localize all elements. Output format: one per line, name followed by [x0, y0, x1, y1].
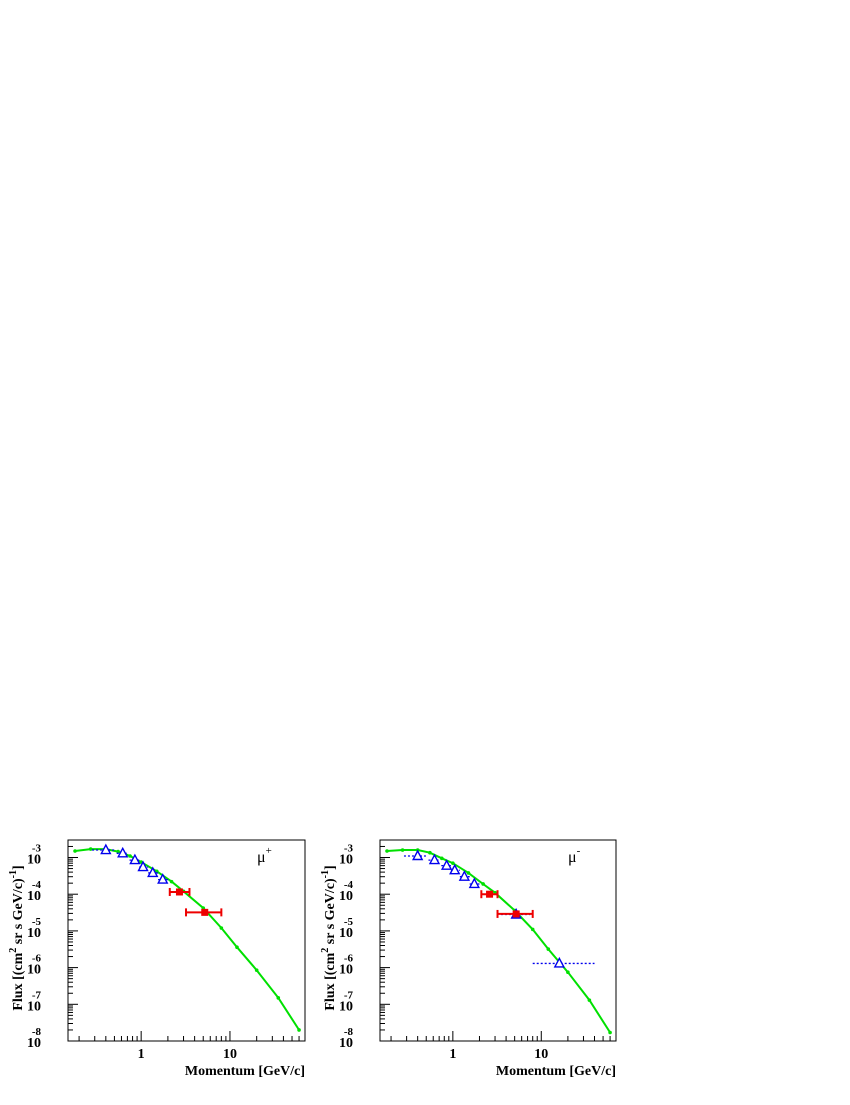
square-data-point [486, 890, 494, 898]
y-tick-exponent: -4 [32, 879, 42, 891]
x-axis-title: Momentum [GeV/c] [185, 1064, 305, 1079]
triangle-data-point [553, 956, 565, 968]
y-axis-title-part: ] [11, 865, 26, 870]
model-curve-point [235, 945, 239, 949]
model-curve-point [297, 1028, 301, 1032]
x-tick-label: 1 [449, 1047, 456, 1062]
triangle-data-point [428, 853, 441, 865]
x-axis-title: Momentum [GeV/c] [496, 1064, 616, 1079]
model-curve-point [154, 869, 159, 874]
model-curve-point [385, 849, 389, 853]
y-tick-base: 10 [339, 963, 353, 978]
x-tick-label: 10 [223, 1047, 237, 1062]
x-tick-label: 10 [534, 1047, 548, 1062]
model-curve-point [254, 968, 259, 972]
y-tick-exponent: -5 [344, 916, 354, 928]
particle-symbol: μ [568, 849, 577, 866]
model-curve-point [128, 854, 132, 858]
triangle-data-point [157, 873, 169, 884]
y-axis-title-sup: -1 [8, 870, 19, 878]
model-curve-point [587, 998, 592, 1002]
y-tick-exponent: -5 [32, 916, 42, 928]
triangle-data-point [449, 863, 461, 875]
y-axis-title-part: sr s GeV/c) [323, 878, 338, 948]
y-axis-title-part: sr s GeV/c) [11, 878, 26, 948]
model-curve-point [530, 927, 535, 932]
y-tick-base: 10 [27, 963, 41, 978]
model-curve-point [219, 926, 224, 930]
plot-frame [379, 839, 617, 1042]
y-tick-exponent: -7 [32, 989, 42, 1001]
particle-charge: - [577, 845, 581, 857]
y-axis-title-part: ] [323, 865, 338, 870]
triangle-data-point [147, 866, 159, 878]
model-curve-point [440, 856, 444, 861]
y-tick-exponent: -4 [344, 879, 354, 891]
particle-charge: + [266, 845, 272, 857]
y-tick-exponent: -8 [32, 1026, 42, 1038]
model-curve-point [73, 849, 77, 853]
y-tick-base: 10 [339, 926, 353, 941]
model-curve [74, 848, 300, 1031]
y-axis-title-sup: 2 [320, 948, 331, 953]
model-curve-point [451, 861, 455, 865]
y-tick-exponent: -6 [344, 953, 354, 965]
triangle-data-point [468, 877, 481, 889]
y-tick-exponent: -3 [344, 843, 354, 855]
y-tick-base: 10 [27, 889, 41, 904]
model-curve-point [546, 947, 551, 951]
model-curve-point [428, 850, 432, 855]
y-tick-base: 10 [27, 1036, 41, 1051]
y-axis-title-part: Flux [(cm [323, 952, 338, 1010]
model-curve-point [88, 847, 93, 851]
y-tick-exponent: -8 [344, 1026, 354, 1038]
y-axis-title-sup: -1 [320, 870, 331, 878]
particle-label: μ- [568, 845, 581, 866]
plot-frame [67, 839, 306, 1042]
y-tick-exponent: -7 [344, 989, 354, 1001]
model-curve-point [400, 848, 405, 852]
y-tick-base: 10 [27, 853, 41, 868]
square-data-point [512, 910, 520, 918]
model-curve-point [481, 882, 485, 886]
square-data-point [175, 888, 183, 896]
triangle-data-point [137, 860, 149, 872]
y-tick-base: 10 [339, 999, 353, 1014]
y-tick-base: 10 [339, 853, 353, 868]
model-curve-point [116, 849, 120, 854]
y-tick-exponent: -6 [32, 953, 42, 965]
y-tick-exponent: -3 [32, 843, 42, 855]
particle-symbol: μ [257, 849, 266, 866]
triangle-data-point [412, 849, 424, 861]
model-curve-point [466, 871, 471, 875]
triangle-data-point [458, 870, 471, 881]
model-curve-point [566, 970, 570, 974]
y-axis-title-sup: 2 [8, 948, 19, 953]
x-tick-label: 1 [138, 1047, 145, 1062]
y-axis-title: Flux [(cm2 sr s GeV/c)-1] [8, 865, 26, 1010]
square-data-point [201, 908, 209, 916]
y-tick-base: 10 [27, 926, 41, 941]
model-curve-point [169, 879, 174, 884]
triangle-data-point [129, 853, 141, 865]
y-axis-title: Flux [(cm2 sr s GeV/c)-1] [320, 865, 338, 1010]
triangle-data-point [100, 843, 112, 855]
y-tick-base: 10 [339, 889, 353, 904]
model-curve-point [276, 996, 281, 1000]
triangle-data-point [117, 846, 129, 858]
y-axis-title-part: Flux [(cm [11, 952, 26, 1010]
model-curve-point [608, 1030, 612, 1035]
triangle-data-point [440, 859, 453, 870]
model-curve [386, 849, 611, 1034]
particle-label: μ+ [257, 845, 272, 866]
y-tick-base: 10 [339, 1036, 353, 1051]
y-tick-base: 10 [27, 999, 41, 1014]
